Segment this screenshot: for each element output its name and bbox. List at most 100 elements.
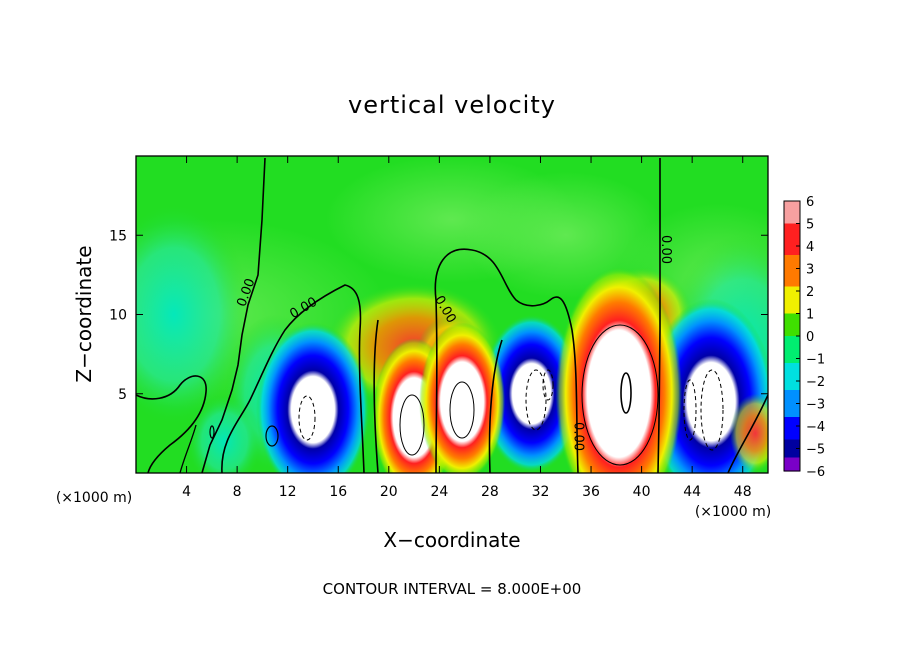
positive-contour: [399, 394, 425, 456]
x-tick-label: 8: [233, 484, 242, 500]
colorbar-swatch: [784, 250, 800, 256]
colorbar-swatch: [784, 313, 800, 319]
colorbar-swatch: [784, 223, 800, 229]
colorbar-swatch: [784, 345, 800, 351]
x-tick-label: 24: [430, 484, 448, 500]
colorbar-swatch: [784, 462, 800, 468]
zero-contour: [221, 284, 365, 473]
field-blob: [419, 322, 506, 473]
colorbar-swatch: [784, 466, 800, 472]
colorbar-swatch: [784, 390, 800, 396]
colorbar-swatch: [784, 376, 800, 382]
positive-contour: [209, 425, 215, 439]
x-tick-label: 28: [481, 484, 499, 500]
x-tick-label: 36: [582, 484, 600, 500]
colorbar-swatch: [784, 322, 800, 328]
colorbar-swatch: [784, 421, 800, 427]
colorbar-swatch: [784, 385, 800, 391]
y-axis: 5 10 15: [109, 228, 768, 403]
colorbar-swatch: [784, 268, 800, 274]
x-tick-label: 44: [683, 484, 701, 500]
x-tick-label: 20: [380, 484, 398, 500]
contour-lines: [136, 157, 768, 473]
colorbar-swatch: [784, 430, 800, 436]
colorbar-swatch: [784, 273, 800, 279]
colorbar-swatch: [784, 264, 800, 270]
colorbar-tick-label: −6: [806, 465, 825, 480]
x-unit-label-right: (×1000 m): [695, 504, 771, 520]
colorbar-swatch: [784, 417, 800, 423]
field-blob: [464, 171, 667, 299]
positive-contour: [620, 372, 632, 414]
colorbar-swatch: [784, 439, 800, 445]
y-tick-label: 10: [109, 308, 127, 324]
colorbar-tick-label: −3: [806, 398, 825, 413]
contour-label: 0.00: [571, 422, 586, 451]
colorbar-swatch: [784, 286, 800, 292]
colorbar-swatch: [784, 277, 800, 283]
colorbar-swatch: [784, 300, 800, 306]
zero-contour: [488, 339, 503, 473]
x-axis-label: X−coordinate: [383, 528, 520, 552]
negative-contour: [683, 379, 697, 441]
colorbar-tick-label: 0: [806, 330, 814, 345]
colorbar-swatch: [784, 331, 800, 337]
zero-contour: [434, 248, 579, 473]
colorbar-swatch: [784, 255, 800, 261]
negative-contour: [700, 369, 724, 451]
colorbar-swatch: [784, 232, 800, 238]
colorbar-swatch: [784, 327, 800, 333]
y-tick-label: 15: [109, 228, 127, 244]
colorbar-swatch: [784, 354, 800, 360]
colorbar-tick-label: 1: [806, 308, 814, 323]
field-blob: [136, 203, 250, 426]
negative-contour: [542, 369, 554, 401]
colorbar-tick-label: 2: [806, 285, 814, 300]
colorbar-swatch: [784, 228, 800, 234]
field-blob: [555, 266, 683, 473]
colorbar-swatch: [784, 237, 800, 243]
colorbar-swatch: [784, 201, 800, 207]
colorbar-swatch: [784, 241, 800, 247]
colorbar-swatch: [784, 426, 800, 432]
colorbar-swatch: [784, 295, 800, 301]
colorbar-swatch: [784, 210, 800, 216]
colorbar-swatch: [784, 444, 800, 450]
negative-contour: [298, 395, 316, 441]
colorbar-tick-label: 6: [806, 195, 814, 210]
colorbar-swatch: [784, 336, 800, 342]
colorbar-tick-label: −2: [806, 375, 825, 390]
colorbar-tick-label: 3: [806, 263, 814, 278]
x-axis: 4 8 12 16 20 24 28 32 36 40 44 48: [182, 156, 752, 500]
x-tick-label: 48: [734, 484, 752, 500]
colorbar-swatch: [784, 381, 800, 387]
colorbar-swatch: [784, 367, 800, 373]
positive-contour: [265, 425, 279, 447]
colorbar-swatch: [784, 358, 800, 364]
colorbar-swatch: [784, 219, 800, 225]
zero-contour: [657, 158, 661, 473]
colorbar-swatch: [784, 309, 800, 315]
field-blob: [730, 393, 768, 473]
colorbar-swatch: [784, 372, 800, 378]
field-blob: [256, 322, 370, 473]
colorbar-swatch: [784, 363, 800, 369]
colorbar-swatch: [784, 291, 800, 297]
colorbar-swatch: [784, 394, 800, 400]
colorbar-swatch: [784, 399, 800, 405]
negative-contour: [525, 369, 547, 431]
colorbar-swatch: [784, 408, 800, 414]
y-axis-label: Z−coordinate: [72, 245, 96, 382]
x-tick-label: 16: [329, 484, 347, 500]
y-tick-label: 5: [118, 387, 127, 403]
x-tick-label: 32: [532, 484, 550, 500]
colorbar: 6 5 4 3 2 1 0 −1 −2 −3 −4 −5 −6: [783, 195, 825, 480]
x-tick-label: 4: [182, 484, 191, 500]
colorbar-swatch: [784, 340, 800, 346]
positive-contour: [449, 381, 475, 439]
colorbar-swatch: [784, 457, 800, 463]
zero-contour: [136, 375, 207, 473]
colorbar-tick-label: 4: [806, 240, 814, 255]
colorbar-tick-label: −4: [806, 420, 825, 435]
